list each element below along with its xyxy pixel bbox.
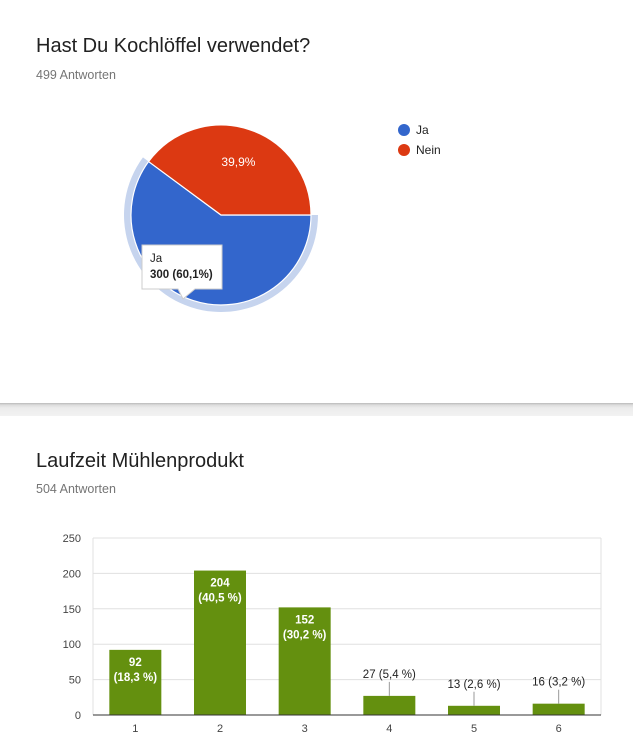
pie-tooltip-value: 300 (60,1%) [150, 269, 213, 281]
legend-item-nein: Nein [416, 143, 441, 157]
bar-percent-label: (40,5 %) [198, 593, 242, 605]
bar-value-label: 92 [129, 657, 142, 669]
legend-marker-nein [398, 144, 410, 156]
x-tick-label: 2 [217, 723, 223, 735]
x-tick-label: 4 [386, 723, 392, 735]
legend-marker-ja [398, 124, 410, 136]
y-tick-label: 100 [63, 639, 81, 651]
y-tick-label: 150 [63, 604, 81, 616]
bar-value-label: 16 (3,2 %) [532, 677, 585, 689]
card-divider [0, 403, 633, 416]
bar-response-count: 504 Antworten [36, 482, 116, 496]
x-tick-label: 6 [556, 723, 562, 735]
pie-slice-label-nein: 39,9% [221, 155, 255, 169]
x-tick-label: 5 [471, 723, 477, 735]
pie-question-card: Hast Du Kochlöffel verwendet? 499 Antwor… [36, 35, 441, 313]
y-tick-label: 250 [63, 533, 81, 545]
x-tick-label: 3 [302, 723, 308, 735]
bar-3[interactable] [278, 607, 331, 715]
y-tick-label: 0 [75, 710, 81, 722]
pie-tooltip-label: Ja [150, 253, 163, 265]
legend-item-ja: Ja [416, 123, 429, 137]
pie-chart: 39,9% Ja 300 (60,1%) Ja Nein [123, 123, 441, 313]
y-tick-label: 200 [63, 568, 81, 580]
bar-chart: 0 50 100 150 200 250 92 (18,3 %) 1 204 (40,5 %) 2 15… [63, 533, 602, 735]
bar-2[interactable] [194, 570, 246, 715]
bar-1[interactable] [109, 649, 162, 715]
x-tick-label: 1 [132, 723, 138, 735]
bar-6[interactable] [532, 703, 585, 715]
pie-response-count: 499 Antworten [36, 68, 116, 82]
bar-percent-label: (30,2 %) [283, 629, 327, 641]
y-tick-label: 50 [69, 675, 81, 687]
bar-value-label: 27 (5,4 %) [363, 669, 416, 681]
pie-tooltip: Ja 300 (60,1%) [141, 244, 223, 300]
bar-4[interactable] [363, 695, 416, 715]
bar-question-card: Laufzeit Mühlenprodukt 504 Antworten 0 50… [0, 416, 633, 749]
pie-slice-nein[interactable] [147, 124, 312, 216]
bar-value-label: 204 [210, 578, 230, 590]
bar-5[interactable] [448, 705, 500, 715]
bar-value-label: 152 [295, 614, 314, 626]
bar-value-label: 13 (2,6 %) [447, 679, 500, 691]
bar-percent-label: (18,3 %) [114, 672, 158, 684]
pie-question-title: Hast Du Kochlöffel verwendet? [36, 35, 311, 57]
bar-question-title: Laufzeit Mühlenprodukt [36, 450, 244, 472]
